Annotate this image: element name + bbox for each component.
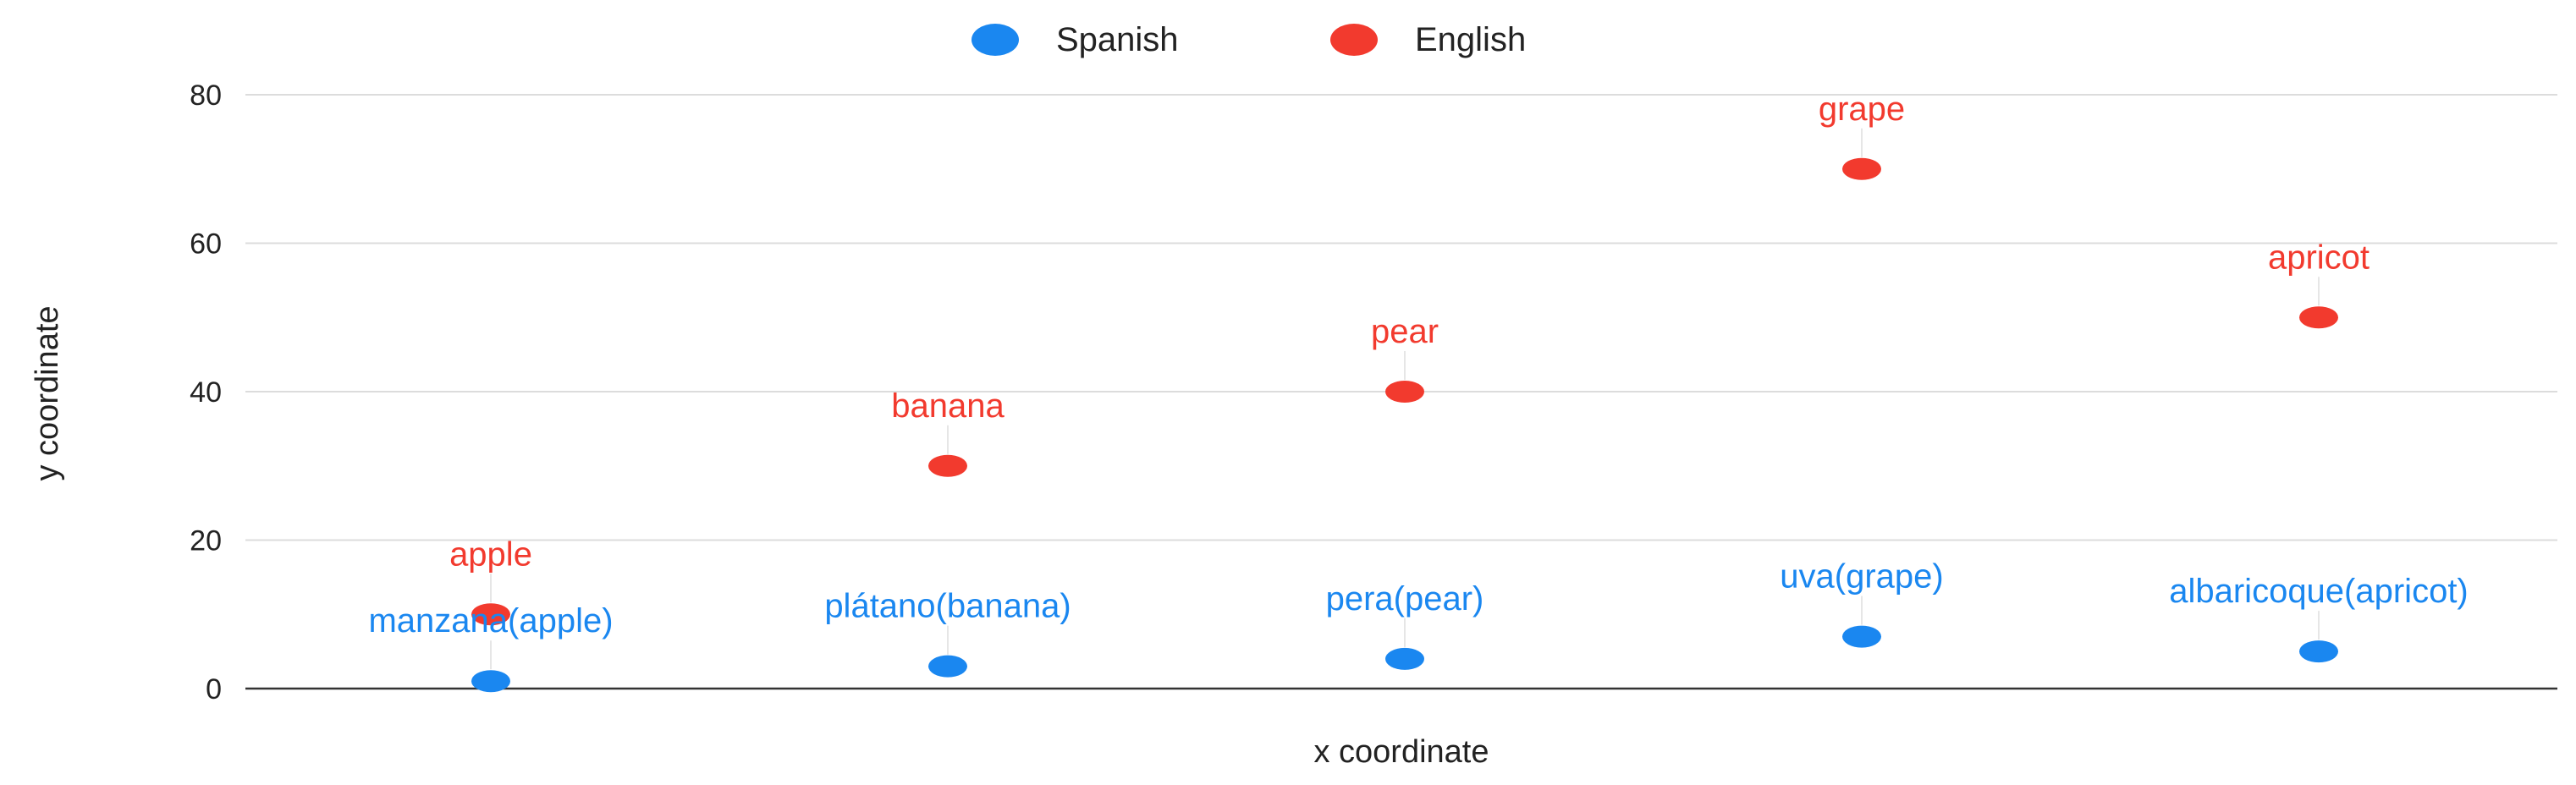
y-tick-label: 60 bbox=[190, 228, 222, 261]
legend-label-english: English bbox=[1415, 21, 1526, 58]
legend-swatch-english bbox=[1330, 24, 1378, 56]
data-point-english[interactable] bbox=[2299, 306, 2338, 329]
data-point-english[interactable] bbox=[471, 603, 510, 626]
y-tick-label: 20 bbox=[190, 525, 222, 557]
data-labels: manzana(apple) plátano(banana) pera(pear) u… bbox=[368, 91, 2468, 640]
data-point-spanish[interactable] bbox=[928, 655, 967, 678]
data-point-english[interactable] bbox=[1842, 157, 1881, 180]
data-points bbox=[471, 157, 2338, 693]
data-point-spanish[interactable] bbox=[2299, 640, 2338, 663]
y-tick-label: 0 bbox=[206, 673, 222, 705]
y-axis-ticks: 0 20 40 60 80 bbox=[190, 80, 222, 705]
data-label-spanish: pera(pear) bbox=[1326, 580, 1484, 618]
data-point-spanish[interactable] bbox=[1385, 647, 1424, 670]
data-label-spanish: uva(grape) bbox=[1780, 558, 1943, 596]
data-label-spanish: plátano(banana) bbox=[824, 588, 1071, 625]
gridlines bbox=[245, 94, 2557, 541]
data-label-english: grape bbox=[1819, 91, 1905, 128]
x-axis-title: x coordinate bbox=[1313, 734, 1489, 770]
data-point-spanish[interactable] bbox=[1842, 625, 1881, 648]
data-label-spanish: manzana(apple) bbox=[368, 602, 613, 640]
legend[interactable]: Spanish English bbox=[972, 21, 1526, 58]
legend-swatch-spanish bbox=[972, 24, 1019, 56]
data-point-spanish[interactable] bbox=[471, 670, 510, 693]
data-label-english: apple bbox=[449, 535, 532, 573]
data-label-spanish: albaricoque(apricot) bbox=[2169, 573, 2469, 610]
data-label-english: apricot bbox=[2268, 239, 2370, 276]
y-axis-title: y coordinate bbox=[30, 305, 65, 480]
data-label-english: pear bbox=[1371, 313, 1439, 350]
data-point-english[interactable] bbox=[1385, 381, 1424, 403]
data-label-english: banana bbox=[891, 387, 1005, 425]
y-tick-label: 80 bbox=[190, 80, 222, 112]
legend-label-spanish: Spanish bbox=[1056, 21, 1179, 58]
label-leaders bbox=[490, 128, 2320, 670]
y-tick-label: 40 bbox=[190, 376, 222, 409]
data-point-english[interactable] bbox=[928, 454, 967, 477]
